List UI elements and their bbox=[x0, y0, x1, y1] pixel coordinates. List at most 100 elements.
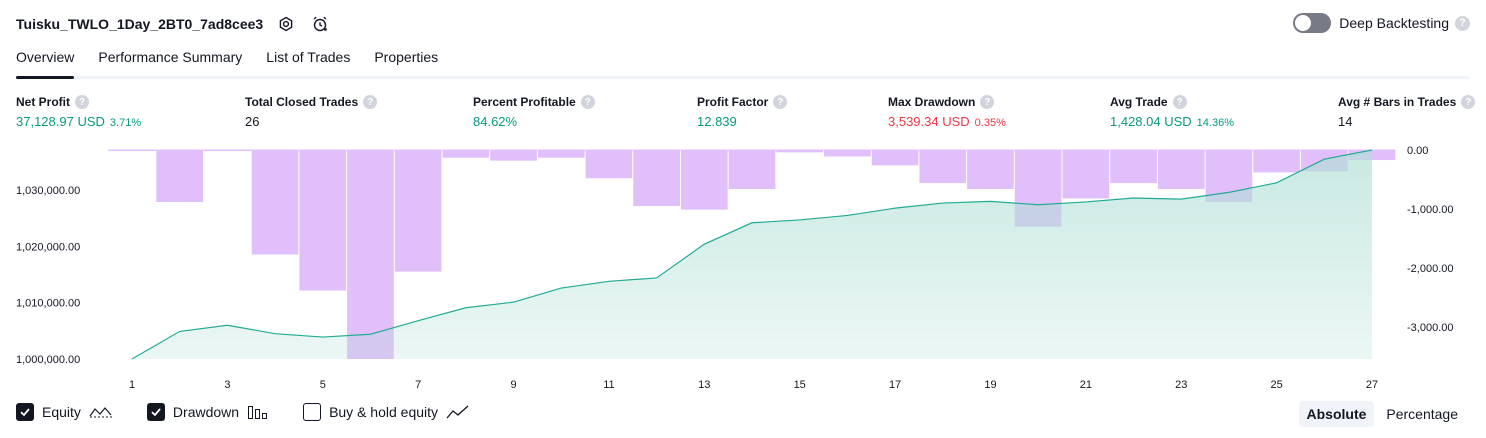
y-left-tick-label: 1,010,000.00 bbox=[16, 298, 80, 310]
deep-backtesting-label: Deep Backtesting bbox=[1339, 15, 1449, 31]
equity-line-icon bbox=[89, 404, 113, 420]
legend-equity[interactable]: Equity bbox=[16, 403, 113, 421]
metric-label: Avg Trade bbox=[1110, 95, 1168, 109]
tab-performance-summary[interactable]: Performance Summary bbox=[98, 49, 243, 65]
chart-legend: Equity Drawdown Buy & hold equity bbox=[16, 403, 504, 421]
drawdown-bar bbox=[442, 150, 490, 158]
x-tick-label: 23 bbox=[1175, 379, 1187, 391]
x-tick-label: 25 bbox=[1270, 379, 1282, 391]
drawdown-bar bbox=[680, 150, 728, 210]
help-icon[interactable]: ? bbox=[1461, 95, 1476, 109]
y-right-tick-label: -1,000.00 bbox=[1407, 204, 1453, 216]
equity-drawdown-chart: 1,000,000.00 1,010,000.00 1,020,000.00 1,03… bbox=[16, 145, 1453, 391]
drawdown-bar bbox=[585, 150, 633, 179]
equity-area bbox=[132, 150, 1372, 359]
drawdown-bar bbox=[347, 150, 394, 359]
drawdown-bar bbox=[108, 150, 156, 151]
equity-checkbox[interactable] bbox=[16, 403, 34, 421]
settings-gear-icon[interactable] bbox=[275, 13, 297, 35]
metric-net-profit: Net Profit? 37,128.97 USD 3.71% bbox=[16, 94, 141, 130]
x-tick-label: 19 bbox=[984, 379, 996, 391]
help-icon[interactable]: ? bbox=[1455, 15, 1470, 31]
drawdown-bar bbox=[1157, 150, 1205, 189]
tab-overview[interactable]: Overview bbox=[16, 46, 75, 79]
x-tick-label: 17 bbox=[889, 379, 901, 391]
metric-value: 3,539.34 USD bbox=[888, 114, 970, 129]
drawdown-bar bbox=[967, 150, 1014, 189]
x-tick-label: 9 bbox=[510, 379, 516, 391]
metric-total-closed-trades: Total Closed Trades? 26 bbox=[245, 94, 378, 130]
y-right-tick-label: -2,000.00 bbox=[1407, 263, 1453, 275]
metric-value: 14 bbox=[1338, 114, 1353, 129]
percentage-button[interactable]: Percentage bbox=[1386, 406, 1458, 422]
legend-buy-hold-label: Buy & hold equity bbox=[329, 404, 439, 420]
tab-properties[interactable]: Properties bbox=[374, 49, 439, 65]
metric-max-drawdown: Max Drawdown? 3,539.34 USD 0.35% bbox=[888, 94, 1006, 130]
y-left-tick-label: 1,020,000.00 bbox=[16, 241, 80, 253]
tab-list-of-trades[interactable]: List of Trades bbox=[266, 49, 351, 65]
legend-buy-hold[interactable]: Buy & hold equity bbox=[303, 403, 470, 421]
drawdown-bar bbox=[1110, 150, 1157, 184]
metric-percent: 3.71% bbox=[109, 117, 142, 129]
metric-percent-profitable: Percent Profitable? 84.62% bbox=[473, 94, 595, 130]
drawdown-bars-icon bbox=[247, 404, 269, 420]
deep-backtesting-toggle[interactable] bbox=[1293, 13, 1332, 33]
help-icon[interactable]: ? bbox=[580, 95, 595, 109]
x-tick-label: 13 bbox=[698, 379, 710, 391]
metric-label: Total Closed Trades bbox=[245, 95, 359, 109]
metric-label: Percent Profitable bbox=[473, 95, 576, 109]
tab-bar: Overview Performance Summary List of Tra… bbox=[16, 46, 1469, 79]
drawdown-bar bbox=[537, 150, 585, 158]
metric-avg-trade: Avg Trade? 1,428.04 USD 14.36% bbox=[1110, 94, 1234, 130]
help-icon[interactable]: ? bbox=[75, 95, 89, 109]
drawdown-bar bbox=[394, 150, 442, 272]
strategy-title: Tuisku_TWLO_1Day_2BT0_7ad8cee3 bbox=[16, 16, 264, 32]
x-tick-label: 27 bbox=[1366, 379, 1378, 391]
metric-avg-bars: Avg # Bars in Trades? 14 bbox=[1338, 94, 1476, 130]
drawdown-bar bbox=[1253, 150, 1300, 173]
drawdown-bar bbox=[204, 150, 251, 151]
deep-backtesting: Deep Backtesting ? bbox=[1293, 13, 1470, 33]
y-right-tick-label: 0.00 bbox=[1407, 145, 1428, 157]
buy-hold-checkbox[interactable] bbox=[303, 403, 322, 421]
drawdown-bar bbox=[824, 150, 871, 157]
help-icon[interactable]: ? bbox=[773, 95, 788, 109]
drawdown-checkbox[interactable] bbox=[146, 403, 165, 421]
drawdown-bar bbox=[490, 150, 537, 161]
drawdown-bar bbox=[251, 150, 299, 255]
legend-drawdown[interactable]: Drawdown bbox=[146, 403, 269, 421]
y-right-tick-label: -3,000.00 bbox=[1407, 322, 1453, 334]
drawdown-bar bbox=[156, 150, 204, 202]
drawdown-bar bbox=[633, 150, 680, 207]
equity-line bbox=[131, 149, 1373, 360]
drawdown-bar bbox=[299, 150, 347, 291]
drawdown-bar bbox=[919, 150, 967, 184]
x-tick-label: 7 bbox=[415, 379, 421, 391]
drawdown-bar bbox=[776, 150, 824, 153]
metric-profit-factor: Profit Factor? 12.839 bbox=[697, 94, 788, 130]
x-tick-label: 5 bbox=[320, 379, 326, 391]
x-tick-label: 1 bbox=[129, 379, 135, 391]
legend-equity-label: Equity bbox=[42, 404, 81, 420]
drawdown-bar bbox=[1062, 150, 1110, 199]
x-tick-label: 3 bbox=[224, 379, 230, 391]
legend-drawdown-label: Drawdown bbox=[172, 404, 240, 420]
drawdown-bar bbox=[728, 150, 776, 189]
x-tick-label: 11 bbox=[603, 379, 614, 391]
y-left-tick-label: 1,030,000.00 bbox=[16, 185, 80, 197]
metric-value: 26 bbox=[245, 114, 260, 129]
metric-percent: 0.35% bbox=[974, 117, 1006, 129]
absolute-button[interactable]: Absolute bbox=[1298, 401, 1375, 427]
help-icon[interactable]: ? bbox=[363, 95, 378, 109]
metric-value: 37,128.97 USD bbox=[16, 114, 105, 129]
alert-clock-icon[interactable] bbox=[309, 13, 331, 35]
metric-value: 84.62% bbox=[473, 114, 518, 129]
metric-label: Profit Factor bbox=[697, 95, 769, 109]
scale-mode-toggle: Absolute Percentage bbox=[1295, 401, 1467, 427]
help-icon[interactable]: ? bbox=[1172, 95, 1187, 109]
metric-label: Net Profit bbox=[16, 95, 70, 109]
help-icon[interactable]: ? bbox=[980, 95, 995, 109]
x-tick-label: 21 bbox=[1080, 379, 1092, 391]
metric-value: 1,428.04 USD bbox=[1110, 114, 1192, 129]
metric-value: 12.839 bbox=[697, 114, 737, 129]
